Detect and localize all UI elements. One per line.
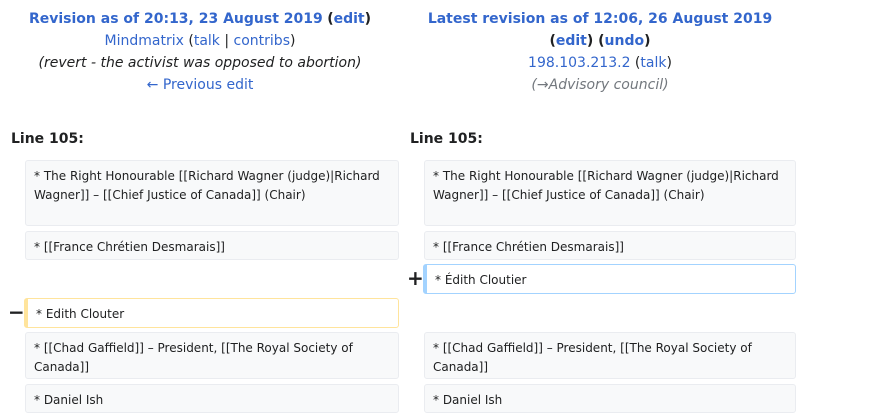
- left-talk-link[interactable]: talk: [193, 33, 220, 49]
- context-line-right: * The Right Honourable [[Richard Wagner …: [424, 160, 796, 226]
- previous-edit-link[interactable]: ← Previous edit: [146, 77, 254, 93]
- left-revision-title-link[interactable]: Revision as of 20:13, 23 August 2019: [28, 11, 323, 27]
- context-line-left: * The Right Honourable [[Richard Wagner …: [25, 160, 399, 226]
- line-number-left: Line 105:: [11, 131, 84, 147]
- right-talk-link[interactable]: talk: [640, 55, 667, 71]
- right-revision-title-link[interactable]: Latest revision as of 12:06, 26 August 2…: [427, 11, 773, 27]
- right-edit-link[interactable]: edit: [555, 33, 587, 49]
- left-edit-summary: (revert - the activist was opposed to ab…: [38, 55, 362, 71]
- undo-link[interactable]: undo: [604, 33, 645, 49]
- context-line-right: * [[Chad Gaffield]] – President, [[The R…: [424, 332, 796, 379]
- left-contribs-link[interactable]: contribs: [233, 33, 290, 49]
- left-revision-header: Revision as of 20:13, 23 August 2019 (ed…: [0, 8, 400, 96]
- line-number-right: Line 105:: [410, 131, 483, 147]
- context-line-left: * [[Chad Gaffield]] – President, [[The R…: [25, 332, 399, 379]
- added-line-marker: +: [407, 266, 424, 290]
- left-user-link[interactable]: Mindmatrix: [104, 33, 184, 49]
- context-line-left: * [[France Chrétien Desmarais]]: [25, 231, 399, 260]
- right-user-link[interactable]: 198.103.213.2: [528, 55, 631, 71]
- right-edit-summary: (→Advisory council): [531, 77, 669, 93]
- added-line: * Édith Cloutier: [423, 264, 796, 294]
- section-name: Advisory council: [548, 77, 664, 93]
- left-edit-link[interactable]: edit: [333, 11, 365, 27]
- context-line-right: * Daniel Ish: [424, 384, 796, 413]
- removed-line-marker: −: [8, 300, 25, 324]
- context-line-right: * [[France Chrétien Desmarais]]: [424, 231, 796, 260]
- context-line-left: * Daniel Ish: [25, 384, 399, 413]
- right-revision-header: Latest revision as of 12:06, 26 August 2…: [400, 8, 800, 96]
- removed-line: * Edith Clouter: [24, 298, 399, 328]
- section-link-arrow[interactable]: →: [536, 77, 549, 93]
